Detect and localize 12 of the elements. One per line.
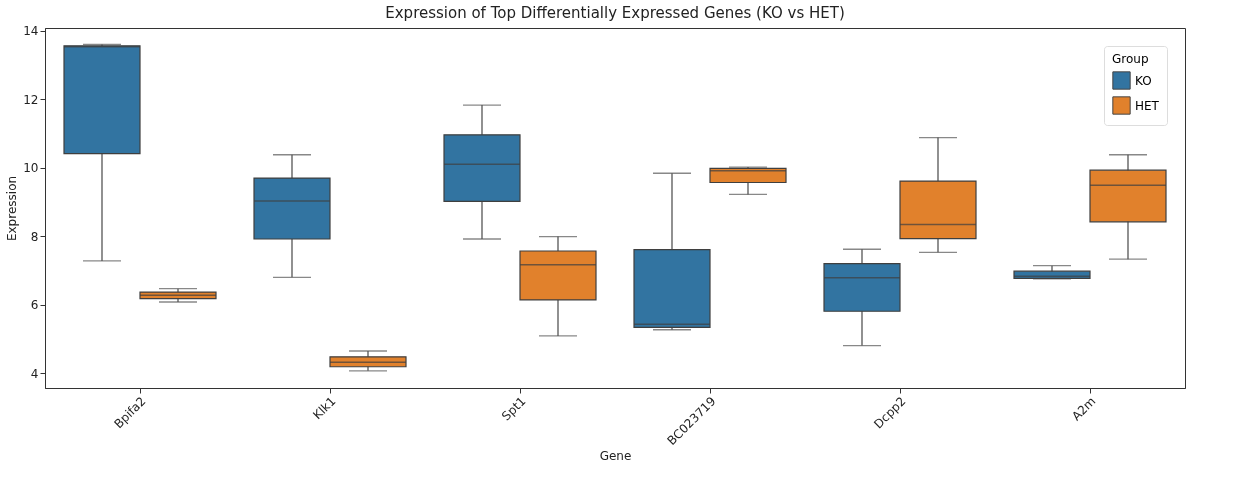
y-tick-label: 14 <box>23 24 39 39</box>
legend-label: KO <box>1135 73 1152 88</box>
x-axis-title: Gene <box>599 449 632 464</box>
y-axis-title: Expression <box>5 175 20 242</box>
legend-label: HET <box>1135 98 1160 113</box>
legend-title: Group <box>1112 52 1149 66</box>
y-tick-label: 8 <box>30 229 39 244</box>
y-tick-label: 12 <box>23 92 39 107</box>
chart-title: Expression of Top Differentially Expressed Genes (KO vs HET) <box>385 3 845 22</box>
y-tick-label: 10 <box>23 161 39 176</box>
y-tick-label: 6 <box>30 298 39 313</box>
y-tick-label: 4 <box>30 366 39 381</box>
